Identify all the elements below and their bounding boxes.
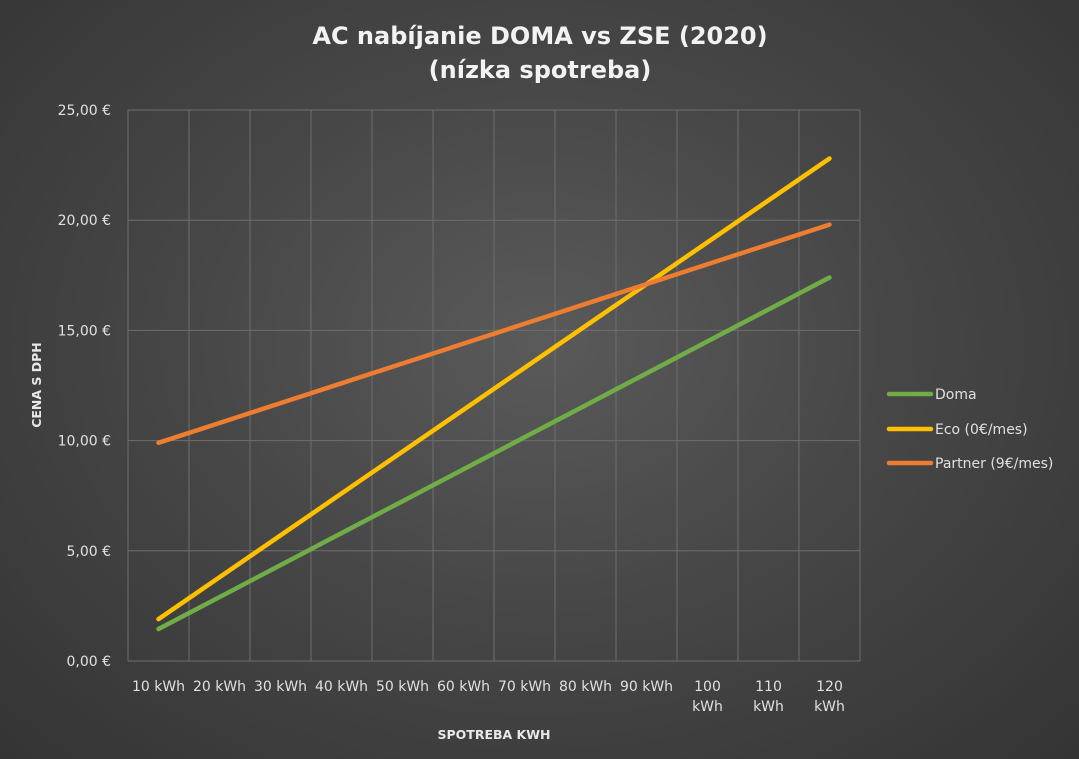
y-tick-label: 25,00 € <box>58 103 111 119</box>
x-tick-label: 110 kWh <box>753 679 784 715</box>
y-tick-label: 10,00 € <box>58 434 111 450</box>
x-axis-title: SPOTREBA KWH <box>438 727 551 742</box>
x-tick-label: 10 kWh <box>132 679 185 695</box>
x-tick-label: 120 kWh <box>814 679 845 715</box>
x-tick-label: 20 kWh <box>193 679 246 695</box>
series-line-doma <box>156 275 832 632</box>
x-tick-label: 50 kWh <box>376 679 429 695</box>
series-line-partner <box>156 222 832 446</box>
y-tick-label: 15,00 € <box>58 323 111 339</box>
y-tick-label: 0,00 € <box>66 654 111 670</box>
legend-label: Eco (0€/mes) <box>935 422 1028 438</box>
x-tick-label: 70 kWh <box>498 679 551 695</box>
grid <box>127 109 861 662</box>
x-tick-label: 90 kWh <box>620 679 673 695</box>
x-tick-label: 40 kWh <box>315 679 368 695</box>
y-axis-ticks: 0,00 € 5,00 € 10,00 € 15,00 € 20,00 € 25,00 € <box>58 103 111 670</box>
x-tick-label: 30 kWh <box>254 679 307 695</box>
x-tick-label: 60 kWh <box>437 679 490 695</box>
x-tick-label: 80 kWh <box>559 679 612 695</box>
legend-label: Partner (9€/mes) <box>935 456 1053 472</box>
series-lines <box>156 156 832 632</box>
series-line-eco <box>156 156 832 622</box>
chart-title-line1: AC nabíjanie DOMA vs ZSE (2020) <box>312 22 767 50</box>
x-tick-label: 100 kWh <box>692 679 723 715</box>
x-axis-ticks: 10 kWh 20 kWh 30 kWh 40 kWh 50 kWh 60 kWh 70 k… <box>132 679 845 715</box>
y-tick-label: 5,00 € <box>66 544 111 560</box>
y-axis-title: CENA S DPH <box>29 342 44 428</box>
legend: Doma Eco (0€/mes) Partner (9€/mes) <box>886 387 1053 472</box>
chart-title-line2: (nízka spotreba) <box>429 56 652 84</box>
y-tick-label: 20,00 € <box>58 213 111 229</box>
legend-label: Doma <box>935 387 977 403</box>
